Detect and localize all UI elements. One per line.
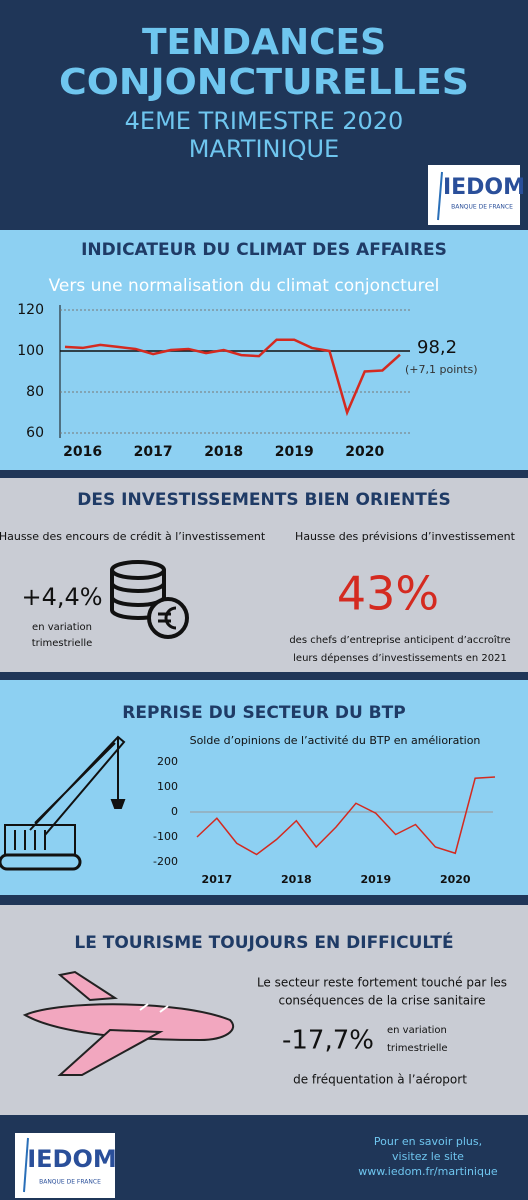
note: en variation bbox=[387, 1025, 447, 1036]
note: leurs dépenses d’investissements en 2021 bbox=[293, 652, 507, 664]
y-tick-label: 0 bbox=[171, 805, 178, 818]
y-tick-label: 80 bbox=[26, 384, 44, 400]
annotation: 98,2 bbox=[417, 337, 457, 358]
section-title: DES INVESTISSEMENTS BIEN ORIENTÉS bbox=[77, 488, 450, 510]
y-tick-label: 120 bbox=[17, 302, 44, 318]
x-tick-label: 2019 bbox=[360, 873, 391, 886]
logo-text: IEDOM bbox=[443, 175, 525, 200]
chart-title: Vers une normalisation du climat conjonc… bbox=[49, 276, 440, 296]
text: de fréquentation à l’aéroport bbox=[293, 1073, 467, 1087]
text: conséquences de la crise sanitaire bbox=[278, 994, 485, 1008]
x-tick-label: 2017 bbox=[134, 444, 173, 460]
section-title: REPRISE DU SECTEUR DU BTP bbox=[122, 703, 405, 723]
logo-text: IEDOM bbox=[27, 1145, 117, 1173]
series-line bbox=[64, 338, 401, 417]
x-tick-label: 2020 bbox=[440, 873, 471, 886]
note: trimestrielle bbox=[387, 1043, 448, 1054]
y-tick-label: -200 bbox=[153, 855, 178, 868]
text: Le secteur reste fortement touché par le… bbox=[257, 976, 507, 990]
title: CONJONCTURELLES bbox=[59, 62, 469, 103]
section-bg bbox=[0, 478, 528, 672]
y-tick-label: 100 bbox=[17, 343, 44, 359]
crane-icon bbox=[0, 735, 126, 871]
plane-icon bbox=[22, 970, 235, 1076]
figure: +4,4% bbox=[21, 583, 102, 611]
caption: Hausse des prévisions d’investissement bbox=[295, 530, 516, 543]
logo-sub: BANQUE DE FRANCE bbox=[39, 1179, 101, 1186]
chart-title: Solde d’opinions de l’activité du BTP en… bbox=[190, 734, 481, 747]
logo-sub: BANQUE DE FRANCE bbox=[451, 204, 513, 211]
footer-link[interactable]: www.iedom.fr/martinique bbox=[358, 1165, 498, 1178]
y-tick-label: 60 bbox=[26, 425, 44, 441]
logo: IEDOM BANQUE DE FRANCE bbox=[15, 1133, 117, 1198]
subtitle: MARTINIQUE bbox=[189, 135, 339, 163]
section-title: LE TOURISME TOUJOURS EN DIFFICULTÉ bbox=[74, 931, 453, 953]
section-bg bbox=[0, 680, 528, 895]
y-tick-label: -100 bbox=[153, 830, 178, 843]
note: des chefs d’entreprise anticipent d’accr… bbox=[289, 634, 510, 646]
note: en variation bbox=[32, 622, 92, 633]
coins-icon bbox=[110, 560, 189, 639]
series-line bbox=[196, 776, 496, 856]
section-title: INDICATEUR DU CLIMAT DES AFFAIRES bbox=[81, 240, 447, 260]
figure: 43% bbox=[337, 567, 439, 621]
y-tick-label: 100 bbox=[157, 780, 178, 793]
note: trimestrielle bbox=[32, 638, 93, 649]
subtitle: 4EME TRIMESTRE 2020 bbox=[125, 107, 404, 135]
x-tick-label: 2018 bbox=[281, 873, 312, 886]
x-tick-label: 2017 bbox=[202, 873, 233, 886]
footer-text: Pour en savoir plus, bbox=[374, 1135, 482, 1148]
x-tick-label: 2016 bbox=[63, 444, 102, 460]
caption: Hausse des encours de crédit à l’investi… bbox=[0, 530, 266, 543]
x-tick-label: 2020 bbox=[345, 444, 384, 460]
x-tick-label: 2018 bbox=[204, 444, 243, 460]
footer-text: visitez le site bbox=[392, 1150, 464, 1163]
title: TENDANCES bbox=[142, 22, 386, 63]
annotation: (+7,1 points) bbox=[405, 363, 478, 376]
logo: IEDOM BANQUE DE FRANCE bbox=[428, 165, 525, 225]
figure: -17,7% bbox=[282, 1026, 374, 1056]
y-tick-label: 200 bbox=[157, 755, 178, 768]
x-tick-label: 2019 bbox=[275, 444, 314, 460]
